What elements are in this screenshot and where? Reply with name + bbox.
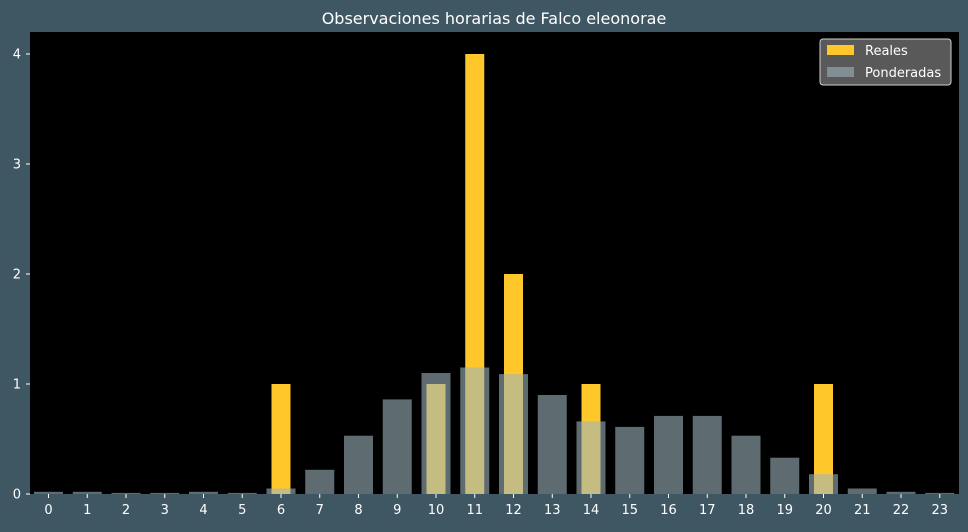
x-tick-label-23: 23 (931, 503, 948, 518)
bar-ponderadas-13 (537, 395, 567, 494)
x-tick-label-21: 21 (854, 503, 871, 518)
x-tick-label-18: 18 (738, 503, 755, 518)
x-tick-label-5: 5 (238, 503, 246, 518)
x-tick-label-20: 20 (815, 503, 832, 518)
x-tick-label-19: 19 (776, 503, 793, 518)
x-tick-label-6: 6 (277, 503, 285, 518)
bar-ponderadas-21 (847, 488, 877, 494)
bar-ponderadas-11 (460, 367, 490, 494)
x-tick-label-8: 8 (354, 503, 362, 518)
bar-ponderadas-10 (421, 373, 451, 494)
bar-ponderadas-6 (266, 488, 296, 494)
bar-ponderadas-18 (731, 435, 761, 494)
x-tick-label-1: 1 (83, 503, 91, 518)
x-tick-label-0: 0 (44, 503, 52, 518)
bar-ponderadas-8 (344, 435, 373, 494)
bar-reales-20 (814, 384, 833, 494)
bar-ponderadas-5 (227, 492, 257, 494)
legend-swatch-reales (827, 45, 854, 55)
y-tick-label-0: 0 (13, 488, 21, 503)
bar-ponderadas-1 (72, 491, 102, 494)
bar-ponderadas-9 (382, 399, 412, 494)
x-tick-label-9: 9 (393, 503, 401, 518)
bar-ponderadas-23 (925, 492, 955, 494)
bar-ponderadas-3 (150, 492, 180, 494)
x-tick-label-3: 3 (161, 503, 169, 518)
bar-ponderadas-22 (886, 491, 916, 494)
bar-ponderadas-20 (809, 474, 838, 494)
bar-ponderadas-12 (499, 374, 528, 494)
bar-ponderadas-19 (770, 457, 800, 494)
bar-ponderadas-2 (111, 492, 141, 494)
x-tick-label-2: 2 (122, 503, 130, 518)
bar-reales-6 (271, 384, 291, 494)
x-tick-label-22: 22 (893, 503, 910, 518)
x-tick-label-14: 14 (583, 503, 600, 518)
plot-area (30, 32, 959, 494)
y-tick-label-2: 2 (13, 268, 21, 283)
legend-label-reales: Reales (865, 44, 908, 59)
x-tick-label-13: 13 (544, 503, 561, 518)
x-tick-label-11: 11 (466, 503, 483, 518)
legend: Reales Ponderadas (819, 38, 952, 86)
x-tick-label-4: 4 (199, 503, 207, 518)
bars-layer (34, 54, 955, 494)
axes-layer: 0 1 2 3 4 5 6 7 8 9 10 11 12 13 14 15 16 17 18 19 20 21 22 2301… (13, 48, 948, 519)
bar-ponderadas-7 (305, 469, 335, 494)
y-tick-label-1: 1 (13, 378, 21, 393)
x-tick-label-7: 7 (316, 503, 324, 518)
x-tick-label-10: 10 (428, 503, 445, 518)
bar-ponderadas-0 (34, 491, 63, 494)
bar-ponderadas-14 (576, 421, 606, 494)
y-tick-label-3: 3 (13, 158, 21, 173)
x-tick-label-17: 17 (699, 503, 716, 518)
bar-ponderadas-15 (615, 426, 645, 494)
bar-ponderadas-17 (692, 415, 722, 494)
x-tick-label-16: 16 (660, 503, 677, 518)
legend-swatch-ponderadas (827, 67, 854, 77)
bar-ponderadas-4 (189, 491, 218, 494)
x-tick-label-15: 15 (621, 503, 638, 518)
y-tick-label-4: 4 (13, 48, 21, 63)
chart-title: Observaciones horarias de Falco eleonora… (322, 9, 667, 28)
x-tick-label-12: 12 (505, 503, 522, 518)
legend-label-ponderadas: Ponderadas (865, 66, 941, 81)
bar-ponderadas-16 (654, 415, 683, 494)
